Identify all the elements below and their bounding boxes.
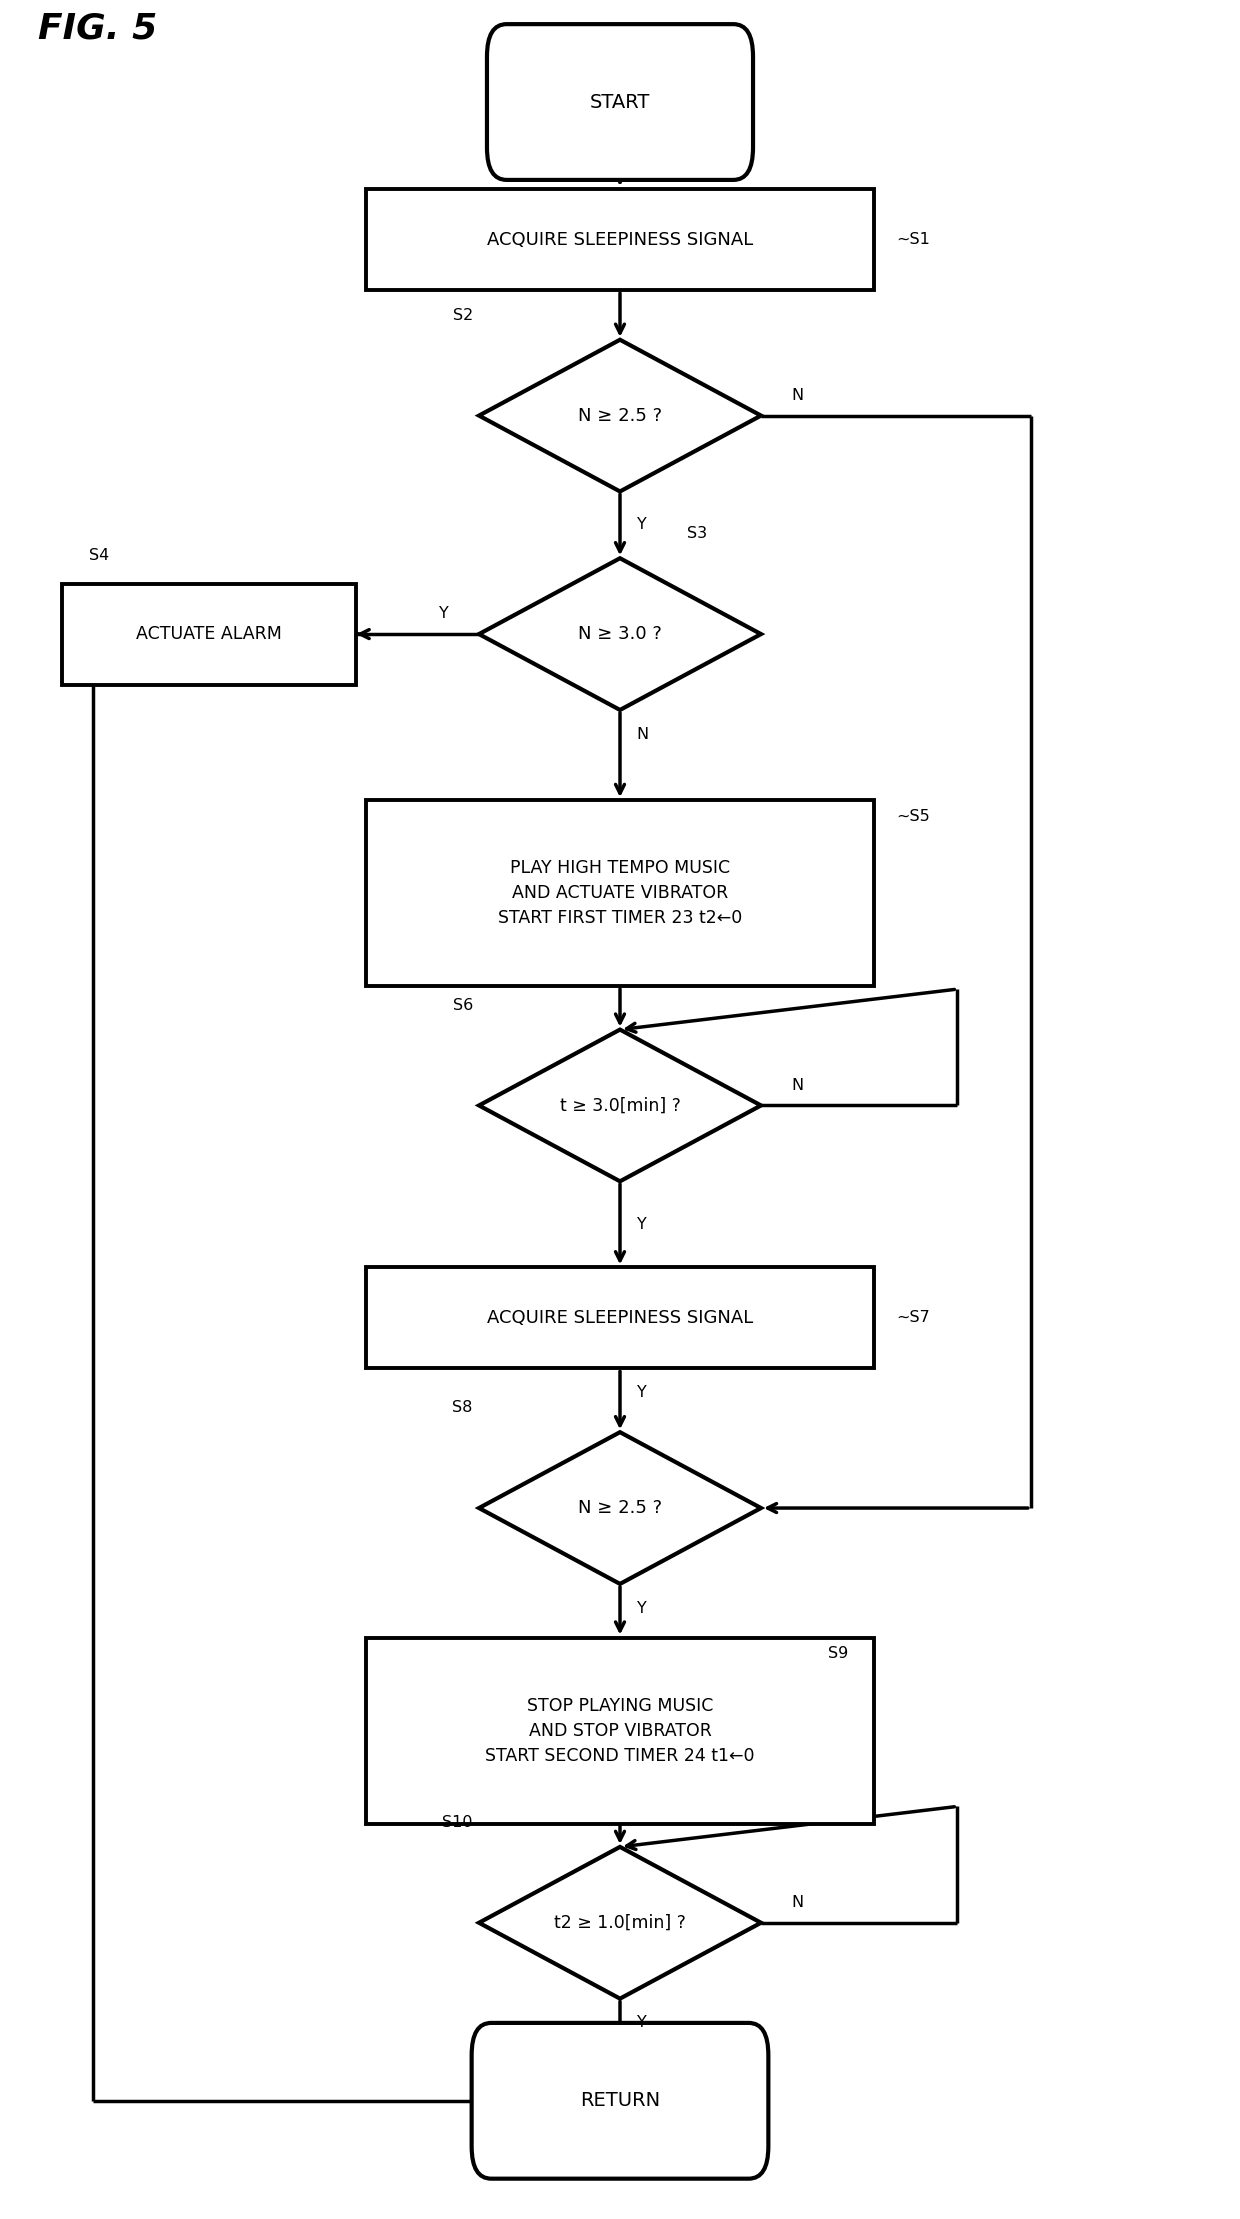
FancyBboxPatch shape [471,2024,769,2179]
Text: S3: S3 [687,526,708,541]
Text: N ≥ 3.0 ?: N ≥ 3.0 ? [578,626,662,644]
Text: Y: Y [439,606,449,621]
Polygon shape [479,559,761,710]
Polygon shape [479,1846,761,1999]
Text: N: N [791,1078,804,1092]
Bar [366,801,874,985]
Text: ACQUIRE SLEEPINESS SIGNAL: ACQUIRE SLEEPINESS SIGNAL [487,231,753,249]
Text: S4: S4 [89,548,109,564]
Text: ~S7: ~S7 [897,1311,930,1325]
Bar [62,584,356,686]
Text: N ≥ 2.5 ?: N ≥ 2.5 ? [578,1500,662,1518]
Bar [366,1638,874,1824]
Text: ~S5: ~S5 [897,808,930,823]
Polygon shape [479,1431,761,1584]
Text: N: N [791,1895,804,1911]
Text: PLAY HIGH TEMPO MUSIC
AND ACTUATE VIBRATOR
START FIRST TIMER 23 t2←0: PLAY HIGH TEMPO MUSIC AND ACTUATE VIBRAT… [498,859,742,928]
Text: S10: S10 [443,1815,472,1831]
Text: S9: S9 [828,1646,848,1662]
Bar [366,189,874,291]
Text: S2: S2 [453,308,472,324]
Text: Y: Y [637,2015,647,2030]
Text: ~S1: ~S1 [897,233,930,246]
Text: ACTUATE ALARM: ACTUATE ALARM [136,626,283,644]
Text: STOP PLAYING MUSIC
AND STOP VIBRATOR
START SECOND TIMER 24 t1←0: STOP PLAYING MUSIC AND STOP VIBRATOR STA… [485,1698,755,1764]
Bar [366,1267,874,1369]
Text: t2 ≥ 1.0[min] ?: t2 ≥ 1.0[min] ? [554,1913,686,1933]
Polygon shape [479,1030,761,1181]
Text: Y: Y [637,1216,647,1232]
Text: N: N [791,388,804,404]
Polygon shape [479,340,761,490]
Text: RETURN: RETURN [580,2090,660,2110]
Text: S8: S8 [453,1400,472,1416]
Text: N ≥ 2.5 ?: N ≥ 2.5 ? [578,406,662,424]
Text: FIG. 5: FIG. 5 [37,11,156,44]
Text: S6: S6 [453,999,472,1012]
Text: Y: Y [637,517,647,533]
Text: ACQUIRE SLEEPINESS SIGNAL: ACQUIRE SLEEPINESS SIGNAL [487,1309,753,1327]
Text: START: START [590,93,650,111]
FancyBboxPatch shape [487,24,753,180]
Text: t ≥ 3.0[min] ?: t ≥ 3.0[min] ? [559,1096,681,1114]
Text: Y: Y [637,1385,647,1400]
Text: N: N [636,728,649,741]
Text: Y: Y [637,1600,647,1615]
